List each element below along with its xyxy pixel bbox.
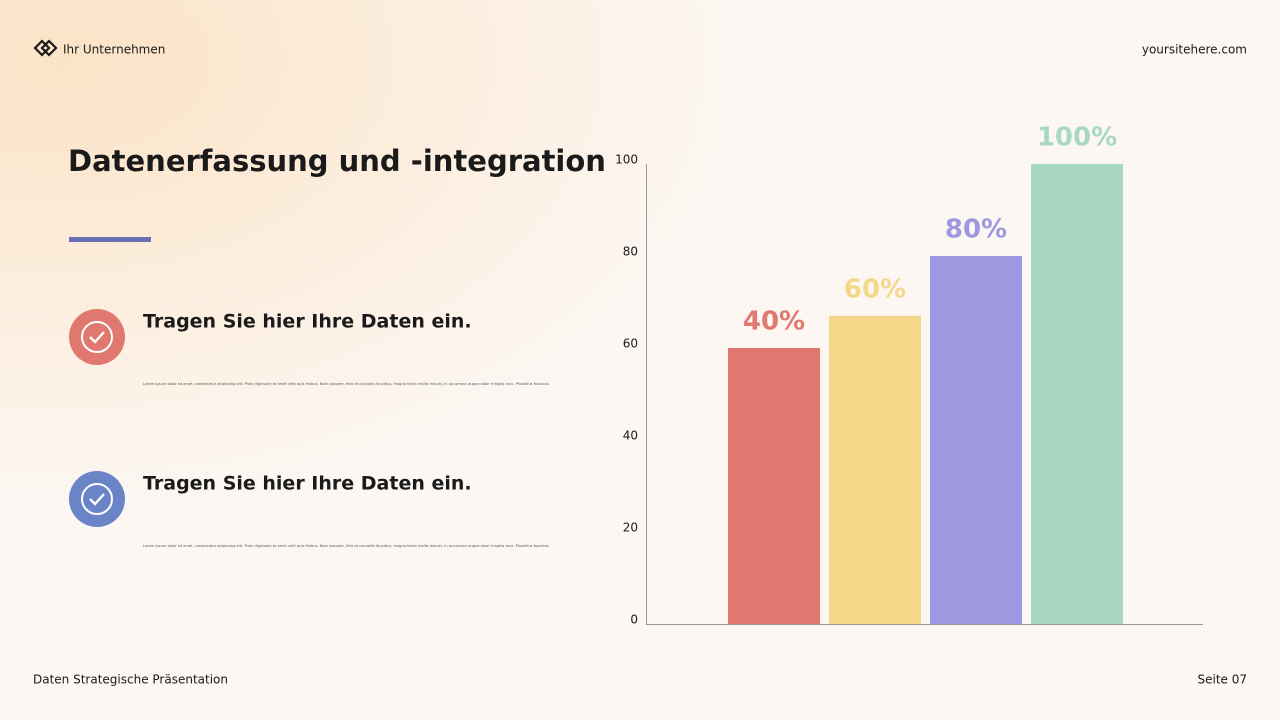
bar-annotation: 60% bbox=[844, 274, 906, 304]
y-tick-label: 20 bbox=[623, 521, 638, 535]
website: yoursitehere.com bbox=[1142, 43, 1247, 57]
bar-annotation: 100% bbox=[1037, 123, 1117, 153]
item-text: Lorem ipsum dolor sit amet, consectetur … bbox=[143, 544, 549, 548]
bar-annotation: 80% bbox=[945, 215, 1007, 245]
item-heading: Tragen Sie hier Ihre Daten ein. bbox=[143, 311, 472, 333]
slide-title: Datenerfassung und -integration bbox=[68, 144, 606, 178]
footer-left: Daten Strategische Präsentation bbox=[33, 673, 228, 687]
item-heading: Tragen Sie hier Ihre Daten ein. bbox=[143, 473, 472, 495]
chart: 0 20 40 60 80 100 40% 60% 80% 100% bbox=[615, 123, 1203, 627]
y-tick-label: 100 bbox=[615, 153, 638, 167]
check-icon bbox=[69, 471, 125, 527]
item-text: Lorem ipsum dolor sit amet, consectetur … bbox=[143, 382, 549, 386]
y-tick-label: 80 bbox=[623, 245, 638, 259]
check-ring bbox=[81, 321, 113, 353]
bar-annotation: 40% bbox=[743, 307, 805, 337]
brand: Ihr Unternehmen bbox=[63, 43, 165, 57]
bar bbox=[829, 315, 921, 624]
bar bbox=[930, 256, 1022, 624]
logo bbox=[33, 39, 58, 57]
bar bbox=[728, 348, 820, 624]
footer-right: Seite 07 bbox=[1197, 673, 1247, 687]
check-icon bbox=[69, 309, 125, 365]
check-ring bbox=[81, 483, 113, 515]
check-mark bbox=[89, 493, 105, 506]
y-tick-label: 40 bbox=[623, 429, 638, 443]
check-mark bbox=[89, 331, 105, 344]
y-tick-label: 60 bbox=[623, 337, 638, 351]
bar bbox=[1031, 164, 1123, 624]
y-tick-label: 0 bbox=[630, 613, 638, 627]
title-underline bbox=[69, 237, 151, 242]
